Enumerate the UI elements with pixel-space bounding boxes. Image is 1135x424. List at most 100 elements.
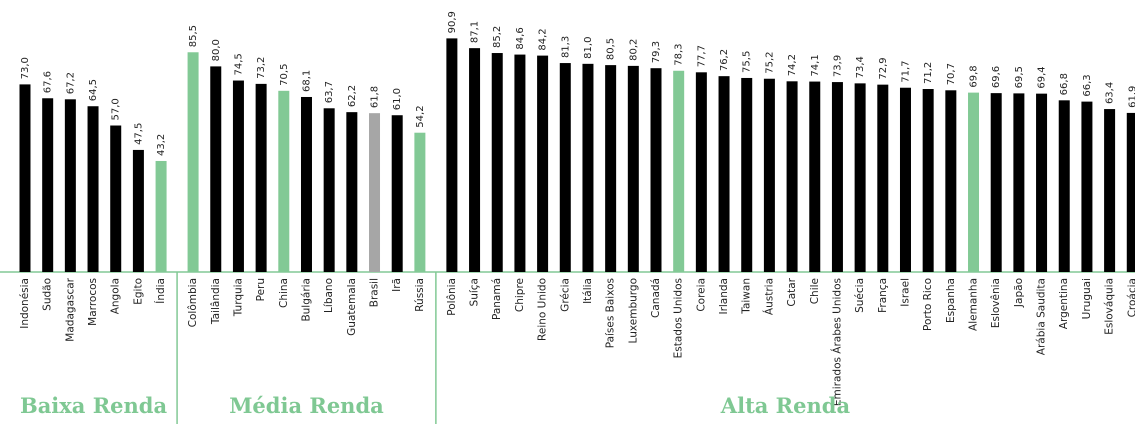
value-label: 74,1	[810, 54, 821, 76]
x-tick-label: Colômbia	[187, 278, 199, 327]
x-tick-label: Bulgária	[300, 278, 312, 322]
x-tick-label: Suécia	[854, 278, 866, 313]
group-label: Baixa Renda	[20, 393, 168, 418]
bar	[605, 65, 617, 273]
value-label: 80,5	[606, 38, 617, 60]
bar	[414, 132, 426, 272]
x-tick-label: Madagascar	[64, 277, 76, 341]
x-tick-label: Brasil	[369, 278, 381, 307]
x-tick-label: China	[278, 278, 290, 308]
x-tick-label: Turquia	[232, 278, 244, 317]
bar	[945, 90, 957, 273]
bar	[469, 48, 481, 272]
bar	[278, 90, 290, 272]
x-tick-label: Reino Unido	[537, 278, 549, 341]
x-tick-label: Tailândia	[210, 278, 222, 325]
value-label: 78,3	[674, 44, 685, 66]
value-label: 80,2	[628, 39, 639, 61]
value-label: 80,0	[211, 39, 222, 61]
bar	[899, 87, 911, 272]
bar	[346, 112, 358, 272]
value-label: 76,2	[719, 49, 730, 71]
value-label: 66,8	[1059, 73, 1070, 95]
value-label: 69,4	[1037, 66, 1048, 88]
bar	[64, 99, 76, 273]
value-label: 63,4	[1105, 82, 1116, 104]
value-label: 73,0	[20, 57, 31, 79]
value-label: 63,7	[324, 81, 335, 103]
x-tick-label: Itália	[582, 278, 594, 304]
x-tick-label: Índia	[154, 278, 167, 304]
x-tick-label: Coreia	[695, 278, 707, 312]
bar	[831, 82, 843, 273]
value-label: 70,5	[279, 64, 290, 86]
x-tick-label: Estados Unidos	[673, 278, 685, 358]
x-tick-label: Rússia	[414, 278, 426, 312]
bar	[763, 78, 775, 273]
bar	[627, 65, 639, 272]
bar	[718, 76, 730, 272]
x-tick-label: Sudão	[42, 278, 54, 311]
group-label: Alta Renda	[720, 393, 851, 418]
value-label: 74,2	[787, 54, 798, 76]
bar	[1036, 93, 1048, 272]
bar	[990, 93, 1002, 273]
x-tick-label: Áustria	[762, 278, 775, 315]
x-tick-label: Suíça	[469, 278, 481, 306]
value-label: 77,7	[696, 45, 707, 67]
x-tick-label: Polônia	[446, 278, 458, 316]
value-label: 67,6	[43, 71, 54, 93]
bar	[582, 63, 594, 272]
bar	[446, 38, 458, 273]
x-tick-label: Líbano	[323, 278, 335, 313]
x-tick-label: Irlanda	[718, 278, 730, 315]
value-label: 73,4	[855, 56, 866, 78]
x-tick-label: Eslováquia	[1104, 278, 1116, 335]
bar	[854, 83, 866, 272]
value-label: 64,5	[88, 79, 99, 101]
x-tick-label: Egito	[132, 278, 144, 305]
bar	[210, 66, 222, 273]
bar	[1104, 109, 1116, 272]
bar	[673, 70, 685, 272]
bar	[1058, 100, 1070, 272]
value-label: 70,7	[946, 63, 957, 85]
bar	[42, 98, 54, 272]
bar	[87, 106, 99, 272]
bar	[255, 83, 267, 272]
x-tick-label: Israel	[899, 278, 911, 307]
value-label: 75,2	[764, 51, 775, 73]
group-label: Média Renda	[229, 393, 384, 418]
x-tick-label: Uruguai	[1081, 278, 1093, 319]
value-label: 54,2	[415, 105, 426, 127]
value-label: 84,2	[538, 28, 549, 50]
value-label: 72,9	[878, 57, 889, 79]
x-tick-label: Panamá	[491, 278, 503, 320]
x-tick-label: Grécia	[559, 278, 571, 312]
bar	[300, 96, 312, 272]
bar	[187, 52, 199, 272]
x-tick-label: Países Baixos	[605, 278, 617, 348]
x-tick-label: Arábia Saudita	[1036, 278, 1048, 355]
bar	[514, 54, 526, 272]
x-tick-label: Espanha	[945, 278, 957, 323]
x-tick-label: Eslovênia	[990, 278, 1002, 328]
bar	[132, 149, 144, 272]
value-label: 43,2	[156, 134, 167, 156]
x-tick-label: Japão	[1013, 278, 1025, 308]
value-label: 75,5	[742, 51, 753, 73]
value-label: 74,5	[233, 53, 244, 75]
x-tick-label: Marrocos	[87, 278, 99, 326]
x-tick-label: Porto Rico	[922, 278, 934, 331]
value-label: 85,2	[492, 26, 503, 48]
bar	[1126, 112, 1135, 273]
bar	[650, 68, 662, 272]
bar	[809, 81, 821, 272]
value-label: 87,1	[470, 21, 481, 43]
bar	[323, 108, 335, 272]
value-label: 57,0	[111, 98, 122, 120]
bar	[491, 53, 503, 273]
x-tick-label: Croácia	[1126, 278, 1135, 317]
value-label: 61,8	[370, 86, 381, 108]
x-tick-label: Chipre	[514, 278, 526, 312]
